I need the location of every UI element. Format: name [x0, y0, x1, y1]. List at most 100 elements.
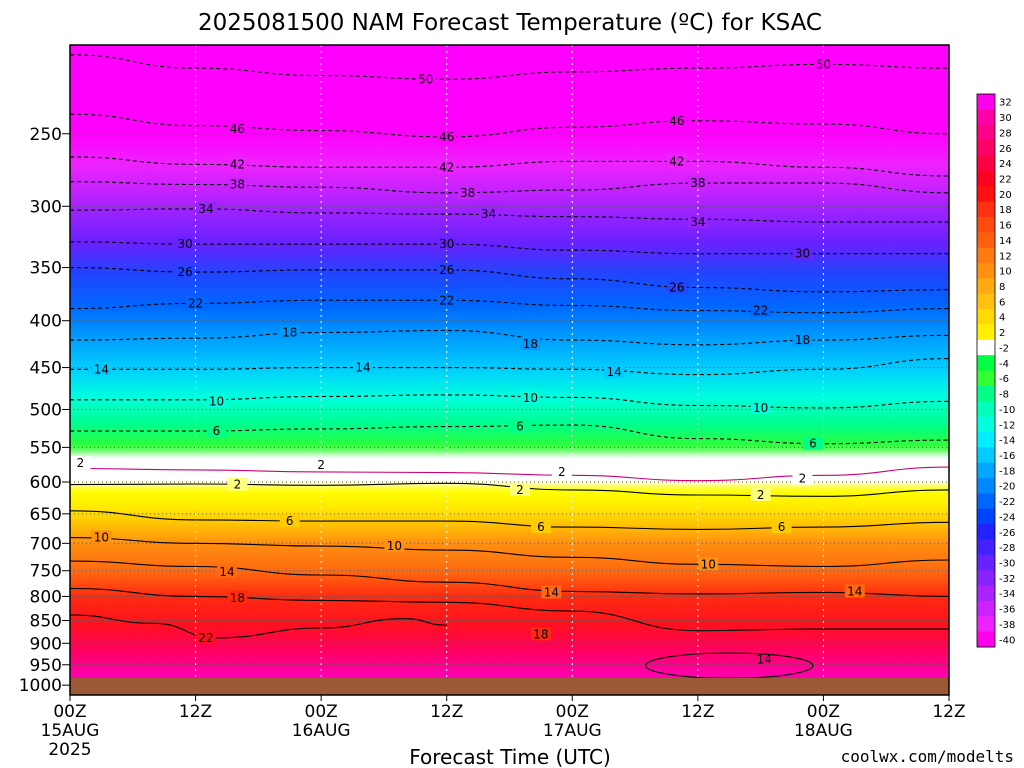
- colorbar-swatch: [977, 355, 995, 371]
- contour-label-bg: [792, 333, 813, 347]
- colorbar-swatch: [977, 324, 995, 341]
- colorbar-label: -22: [999, 497, 1015, 508]
- contour-label-bg: [279, 325, 300, 339]
- contour-line: [70, 394, 949, 409]
- y-tick-label: 650: [30, 505, 62, 525]
- colorbar-swatch: [977, 600, 995, 617]
- x-tick-date: 17AUG: [543, 721, 602, 741]
- contour-label: 22: [753, 304, 768, 318]
- credit-text: coolwx.com/modelts: [841, 747, 1014, 766]
- contour-label-bg: [771, 520, 792, 534]
- colorbar-swatch: [977, 186, 995, 203]
- contour-label-bg: [792, 471, 813, 485]
- contour-label-bg: [311, 458, 332, 472]
- x-tick-date: 16AUG: [292, 721, 351, 741]
- colorbar-label: -28: [999, 543, 1015, 554]
- contour-label: 10: [387, 539, 402, 553]
- contour-line: [70, 267, 949, 293]
- colorbar-label: 8: [999, 282, 1005, 293]
- contour-label: 6: [213, 424, 221, 438]
- x-tick-label: 12Z: [430, 702, 463, 722]
- contour-label-bg: [279, 514, 300, 528]
- contour-line: [70, 54, 949, 80]
- contour-label: 18: [282, 325, 297, 339]
- contour-line: [70, 537, 949, 568]
- colorbar-label: -12: [999, 420, 1015, 431]
- contour-label: 6: [537, 520, 545, 534]
- colorbar-swatch: [977, 339, 995, 356]
- contour-label-bg: [802, 436, 823, 450]
- contour-label: 42: [230, 157, 245, 171]
- contour-label-bg: [666, 113, 687, 127]
- contour-line: [70, 560, 949, 597]
- contour-line: [70, 156, 949, 177]
- contour-label: 6: [286, 514, 294, 528]
- y-tick-label: 950: [30, 656, 62, 676]
- y-tick-label: 700: [30, 534, 62, 554]
- y-tick-label: 250: [30, 125, 62, 145]
- y-tick-label: 350: [30, 259, 62, 279]
- contour-label-bg: [384, 539, 405, 553]
- contour-label-bg: [792, 246, 813, 260]
- colorbar-swatch: [977, 94, 995, 110]
- contour-label: 30: [177, 237, 192, 251]
- colorbar-label: -26: [999, 528, 1015, 539]
- contour-label: 2: [317, 458, 325, 472]
- colorbar-label: -40: [999, 635, 1015, 646]
- contour-label-bg: [227, 121, 248, 135]
- colorbar-label: 20: [999, 190, 1012, 201]
- colorbar-label: 32: [999, 98, 1012, 109]
- contour-label: 10: [753, 401, 768, 415]
- contour-label-bg: [70, 455, 91, 469]
- contour-label-bg: [206, 394, 227, 408]
- colorbar-label: -16: [999, 451, 1015, 462]
- contour-label-bg: [206, 424, 227, 438]
- contour-label-bg: [415, 72, 436, 86]
- contour-label-bg: [175, 237, 196, 251]
- temperature-field: [70, 45, 949, 695]
- colorbar-swatch: [977, 109, 995, 126]
- ground-surface: [70, 678, 949, 695]
- x-tick-date: 18AUG: [794, 721, 853, 741]
- contour-label: 26: [177, 265, 192, 279]
- y-tick-label: 500: [30, 400, 62, 420]
- contour-label-bg: [196, 630, 217, 644]
- colorbar: 32 30 28 26 24 22 20 18 16 14 12 10 8 6 4 2 -2 -4 -6 -8 -10 -…: [976, 93, 1015, 648]
- contour-line: [70, 614, 447, 639]
- colorbar-swatch: [977, 570, 995, 587]
- colorbar-label: 12: [999, 251, 1012, 262]
- contour-label-bg: [196, 201, 217, 215]
- contour-label-bg: [844, 584, 865, 598]
- contour-label-bg: [457, 185, 478, 199]
- colorbar-label: 14: [999, 236, 1012, 247]
- contour-label: 22: [198, 631, 213, 645]
- x-axis-title: Forecast Time (UTC): [409, 745, 611, 768]
- contour-label: 10: [209, 394, 224, 408]
- colorbar-swatch: [977, 278, 995, 295]
- colorbar-swatch: [977, 155, 995, 172]
- contour-label: 2: [234, 478, 242, 492]
- x-tick-label: 12Z: [681, 702, 714, 722]
- y-tick-label: 900: [30, 634, 62, 654]
- contour-label: 26: [439, 263, 454, 277]
- colorbar-swatch: [977, 478, 995, 494]
- contour-label: 6: [809, 437, 817, 451]
- contour-label: 38: [690, 176, 705, 190]
- contour-label: 18: [795, 333, 810, 347]
- colorbar-label: 2: [999, 328, 1005, 339]
- contour-label: 22: [188, 296, 203, 310]
- contour-label-bg: [541, 585, 562, 599]
- contour-label: 38: [230, 177, 245, 191]
- contour-label: 18: [523, 337, 538, 351]
- contour-label-bg: [750, 303, 771, 317]
- contour-label: 18: [230, 591, 245, 605]
- colorbar-label: 24: [999, 159, 1012, 170]
- contour-label-bg: [530, 627, 551, 641]
- y-axis: 2503003504004505005506006507007508008509…: [19, 125, 70, 696]
- contour-label: 42: [439, 160, 454, 174]
- contour-line: [70, 510, 949, 530]
- colorbar-swatch: [977, 401, 995, 418]
- contour-label-bg: [436, 160, 457, 174]
